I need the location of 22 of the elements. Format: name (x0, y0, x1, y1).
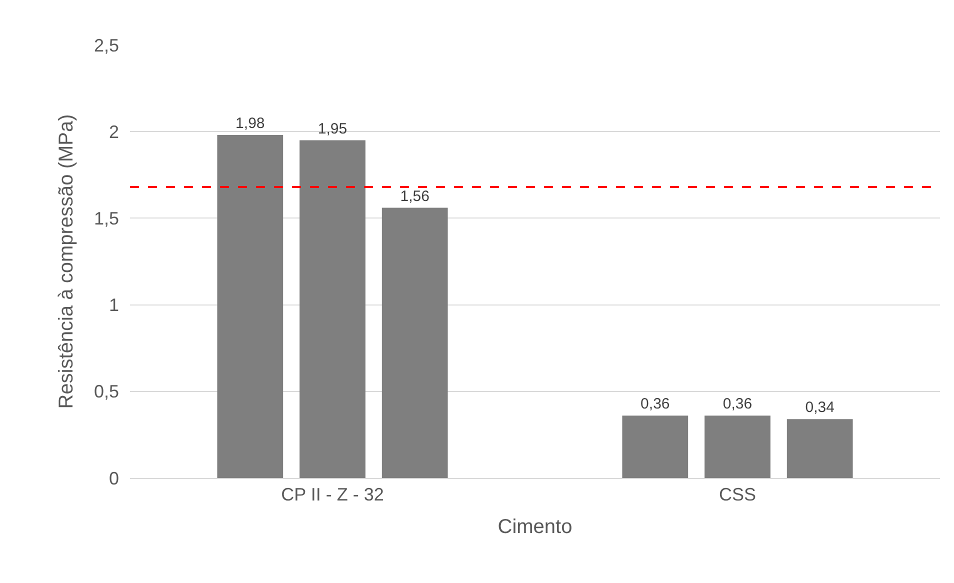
y-tick-label: 2 (108, 122, 119, 142)
bar (382, 208, 448, 478)
bar (217, 135, 284, 478)
bar (300, 140, 366, 478)
y-tick-label: 0,5 (94, 382, 119, 402)
bar (622, 416, 688, 478)
data-label: 0,36 (640, 396, 670, 413)
y-tick-label: 2,5 (94, 35, 119, 56)
x-tick-label: CSS (718, 484, 756, 505)
y-tick-label: 1 (108, 295, 119, 316)
bar (704, 416, 770, 478)
bar (786, 419, 853, 478)
data-label: 1,98 (236, 115, 265, 132)
data-label: 0,36 (722, 396, 752, 413)
y-tick-label: 0 (108, 468, 119, 488)
x-axis-title: Cimento (498, 516, 572, 538)
y-axis-title: Resistência à compressão (MPa) (55, 114, 78, 409)
data-label: 1,95 (318, 120, 348, 138)
x-tick-label: CP II - Z - 32 (281, 484, 384, 505)
data-label: 1,56 (400, 188, 430, 205)
y-tick-label: 1,5 (94, 208, 119, 228)
data-label: 0,34 (805, 399, 834, 416)
